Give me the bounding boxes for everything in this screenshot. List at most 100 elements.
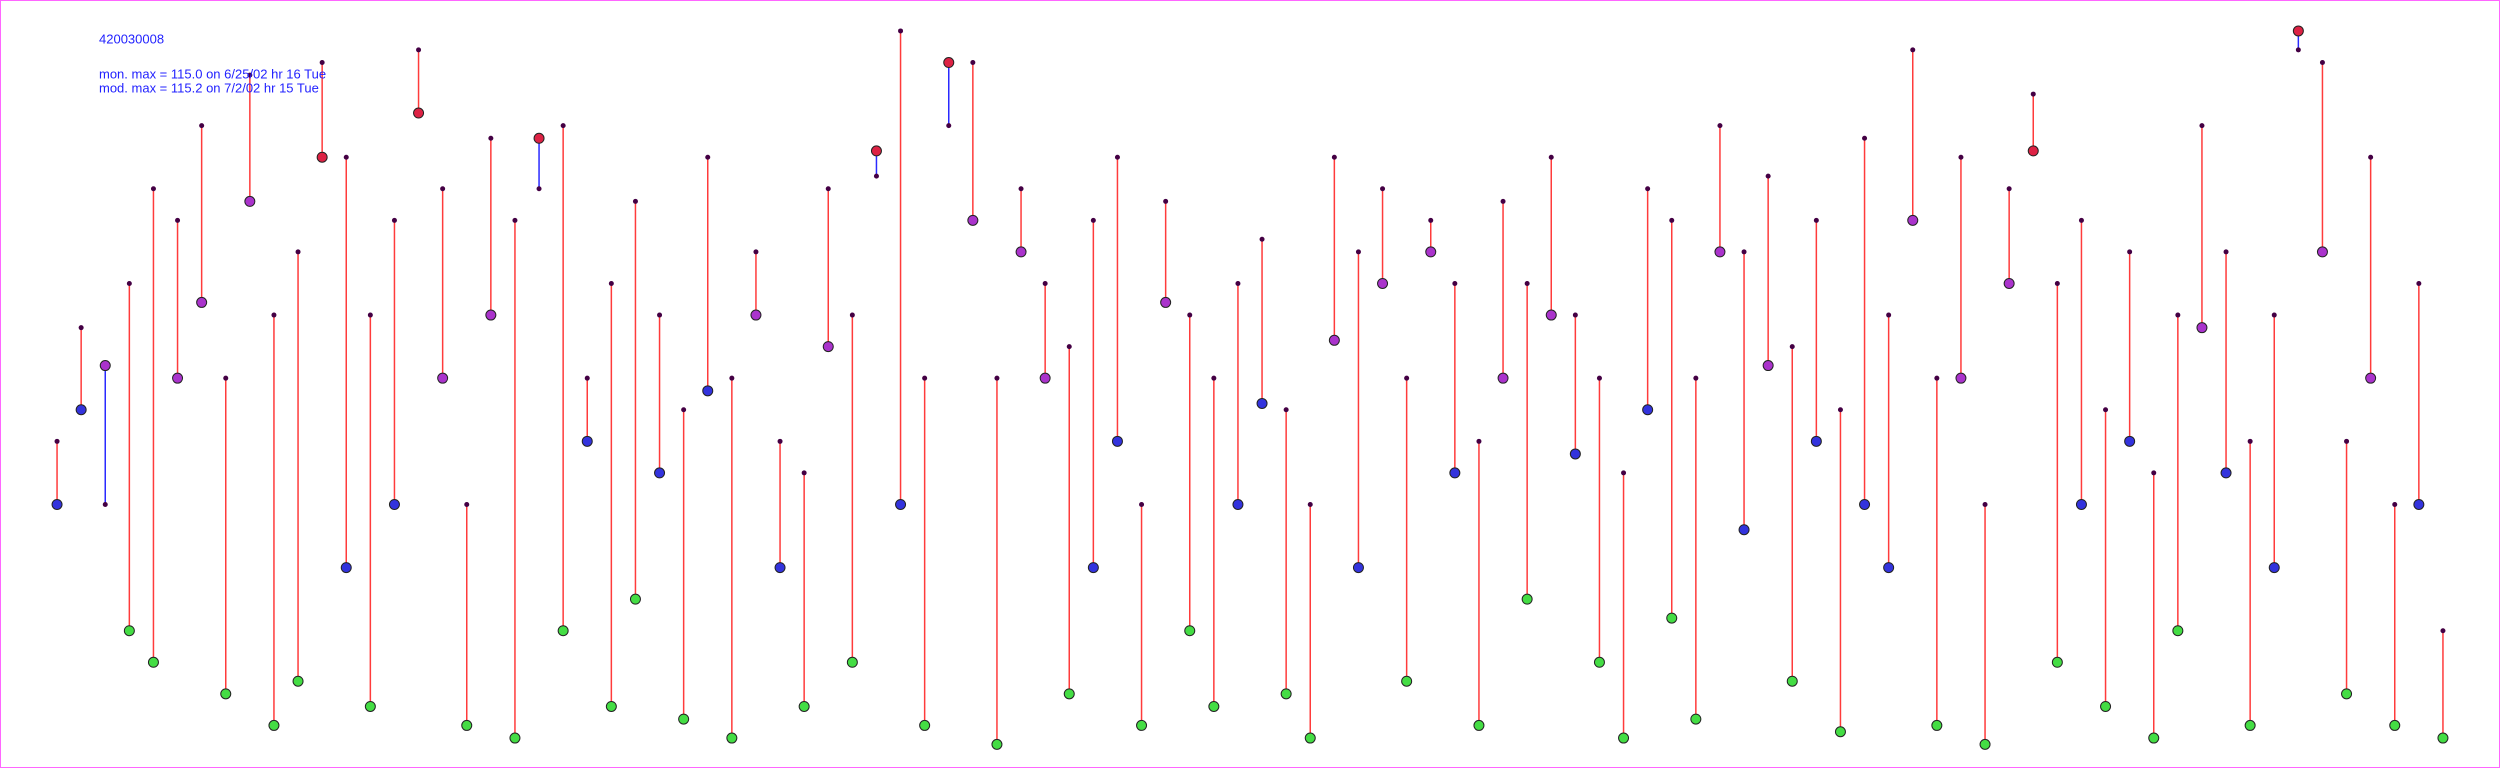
plot-area bbox=[51, 25, 2449, 750]
observed-point bbox=[268, 719, 280, 731]
model-point bbox=[1114, 154, 1120, 160]
model-point bbox=[1572, 312, 1578, 318]
observed-point bbox=[2148, 732, 2160, 744]
observed-point bbox=[1497, 372, 1509, 384]
observed-point bbox=[1232, 498, 1244, 510]
observed-point bbox=[388, 498, 400, 510]
model-point bbox=[295, 249, 301, 255]
observed-point bbox=[581, 435, 593, 447]
observed-point bbox=[2244, 719, 2256, 731]
observed-point bbox=[196, 296, 208, 308]
model-point bbox=[849, 312, 855, 318]
model-point bbox=[608, 280, 614, 286]
model-point bbox=[1187, 312, 1193, 318]
observed-point bbox=[702, 385, 714, 397]
observed-point bbox=[1039, 372, 1051, 384]
observed-point bbox=[750, 309, 762, 321]
model-point bbox=[2151, 470, 2157, 476]
model-point bbox=[2223, 249, 2229, 255]
observed-point bbox=[1473, 719, 1485, 731]
model-point bbox=[1380, 186, 1386, 192]
observed-point bbox=[1618, 732, 1630, 744]
observed-point bbox=[340, 562, 352, 574]
model-point bbox=[247, 72, 253, 78]
observed-point bbox=[1377, 277, 1389, 289]
model-point bbox=[343, 154, 349, 160]
observed-point bbox=[509, 732, 521, 744]
model-point bbox=[1163, 198, 1169, 204]
model-point bbox=[1982, 501, 1988, 507]
observed-point bbox=[1401, 675, 1413, 687]
observed-point bbox=[1449, 467, 1461, 479]
observed-point bbox=[1810, 435, 1822, 447]
model-point bbox=[1596, 375, 1602, 381]
model-point bbox=[2295, 47, 2301, 53]
model-point bbox=[2344, 438, 2350, 444]
observed-point bbox=[1883, 562, 1895, 574]
observed-point bbox=[2027, 145, 2039, 157]
model-point bbox=[1910, 47, 1916, 53]
model-point bbox=[946, 123, 952, 129]
observed-point bbox=[1352, 562, 1364, 574]
model-point bbox=[1741, 249, 1747, 255]
model-point bbox=[2199, 123, 2205, 129]
model-point bbox=[2175, 312, 2181, 318]
model-point bbox=[1886, 312, 1892, 318]
model-point bbox=[1548, 154, 1554, 160]
model-point bbox=[54, 438, 60, 444]
observed-point bbox=[967, 214, 979, 226]
model-point bbox=[1235, 280, 1241, 286]
model-point bbox=[1428, 217, 1434, 223]
observed-point bbox=[557, 625, 569, 637]
model-point bbox=[2078, 217, 2084, 223]
model-point bbox=[1090, 217, 1096, 223]
model-point bbox=[1283, 407, 1289, 413]
observed-point bbox=[1786, 675, 1798, 687]
observed-point bbox=[147, 656, 159, 668]
observed-point bbox=[870, 145, 882, 157]
observed-point bbox=[798, 700, 810, 712]
observed-point bbox=[2341, 688, 2353, 700]
model-point bbox=[1524, 280, 1530, 286]
model-point bbox=[970, 60, 976, 66]
model-point bbox=[2127, 249, 2133, 255]
model-point bbox=[1066, 344, 1072, 350]
observed-point bbox=[437, 372, 449, 384]
observed-point bbox=[1859, 498, 1871, 510]
observed-point bbox=[1738, 524, 1750, 536]
observed-point bbox=[1690, 713, 1702, 725]
model-point bbox=[729, 375, 735, 381]
model-point bbox=[2368, 154, 2374, 160]
observed-point bbox=[654, 467, 666, 479]
observed-point bbox=[1521, 593, 1533, 605]
observed-point bbox=[919, 719, 931, 731]
model-point bbox=[1789, 344, 1795, 350]
observed-point bbox=[2365, 372, 2377, 384]
observed-point bbox=[220, 688, 232, 700]
observed-point bbox=[1304, 732, 1316, 744]
model-point bbox=[657, 312, 663, 318]
model-point bbox=[126, 280, 132, 286]
observed-point bbox=[413, 107, 425, 119]
model-point bbox=[536, 186, 542, 192]
chart-title: 420030008 bbox=[99, 31, 164, 46]
observed-point bbox=[1184, 625, 1196, 637]
model-point bbox=[2103, 407, 2109, 413]
observed-point bbox=[1087, 562, 1099, 574]
observed-point bbox=[461, 719, 473, 731]
model-point bbox=[2247, 438, 2253, 444]
model-point bbox=[440, 186, 446, 192]
observed-point bbox=[943, 57, 955, 69]
model-point bbox=[319, 60, 325, 66]
model-point bbox=[825, 186, 831, 192]
model-point bbox=[1476, 438, 1482, 444]
observed-point bbox=[895, 498, 907, 510]
model-point bbox=[416, 47, 422, 53]
model-point bbox=[223, 375, 229, 381]
model-point bbox=[1693, 375, 1699, 381]
model-point bbox=[681, 407, 687, 413]
observed-point bbox=[1931, 719, 1943, 731]
observed-point bbox=[2051, 656, 2063, 668]
observed-point bbox=[533, 132, 545, 144]
